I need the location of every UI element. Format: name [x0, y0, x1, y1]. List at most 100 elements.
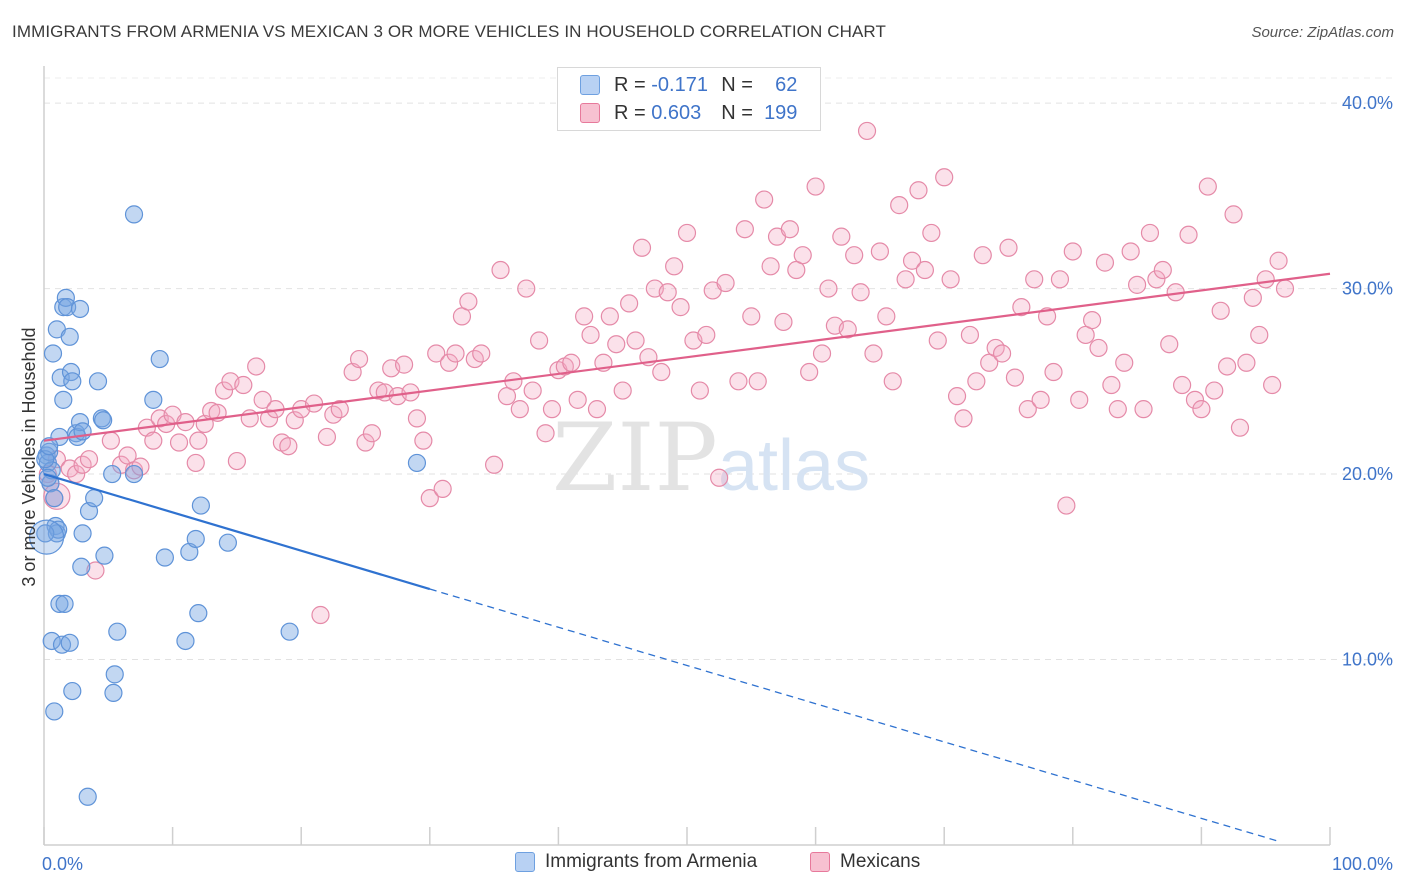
mexicans-point [247, 357, 266, 376]
mexicans-point [427, 344, 446, 363]
mexicans-point [433, 479, 452, 498]
mexicans-point [330, 400, 349, 419]
mexicans-point [941, 270, 960, 289]
mexicans-point [189, 431, 208, 450]
mexicans-point [349, 349, 369, 369]
armenia-point [105, 665, 124, 684]
bottom-legend-label: Mexicans [840, 851, 921, 872]
mexicans-point [658, 283, 677, 302]
y-axis-title: 3 or more Vehicles in Household [19, 327, 39, 586]
y-tick-label: 20.0% [1342, 464, 1393, 484]
mexicans-point [1121, 242, 1140, 261]
armenia-point [218, 533, 237, 552]
mexicans-point [992, 344, 1012, 363]
mexicans-point [568, 390, 587, 409]
mexicans-point [227, 451, 246, 471]
x-tick-label: 0.0% [42, 854, 83, 874]
watermark-zip: ZIP [552, 404, 718, 513]
mexicans-point [234, 375, 253, 395]
armenia-point [108, 622, 127, 641]
mexicans-point [491, 260, 510, 280]
mexicans-point [902, 251, 922, 270]
mexicans-point [1153, 260, 1172, 280]
armenia-point [28, 519, 65, 555]
armenia-point [55, 594, 74, 613]
mexicans-point [1237, 353, 1256, 372]
armenia-point [94, 411, 113, 430]
mexicans-point [851, 283, 870, 302]
mexicans-point [214, 381, 234, 400]
mexicans-point [761, 257, 780, 276]
mexicans-point [1205, 381, 1224, 400]
armenia-point [124, 205, 144, 224]
mexicans-point [1063, 242, 1082, 261]
armenia-trend-extension [429, 588, 1279, 842]
armenia-point [186, 529, 205, 549]
mexicans-point [1243, 288, 1262, 307]
mexicans-point [915, 260, 935, 280]
mexicans-point [311, 605, 330, 625]
mexicans-point [253, 390, 272, 409]
mexicans-point [472, 344, 491, 363]
watermark-atlas: atlas [718, 426, 870, 506]
mexicans-point [1198, 177, 1217, 196]
mexicans-point [845, 246, 864, 265]
armenia-point [63, 372, 82, 391]
mexicans-point [838, 320, 857, 339]
mexicans-point [446, 344, 465, 363]
mexicans-point [800, 362, 819, 382]
mexicans-point [896, 270, 915, 289]
mexicans-point [1012, 298, 1031, 317]
mexicans-point [1102, 375, 1121, 395]
y-tick-label: 10.0% [1342, 650, 1393, 670]
mexicans-point [742, 307, 761, 326]
mexicans-point [144, 431, 163, 450]
mexicans-point [748, 372, 767, 391]
stats-legend: R = -0.171 N = 62 R = 0.603 N = 199 [557, 67, 821, 131]
mexicans-point [607, 335, 626, 354]
mexicans-point [1070, 390, 1089, 409]
armenia-point [51, 368, 70, 387]
mexicans-point [832, 227, 851, 246]
legend-r-label: R = [614, 73, 646, 96]
mexicans-point [581, 325, 600, 345]
mexicans-point [79, 450, 99, 469]
mexicans-point [671, 298, 690, 317]
mexicans-point [999, 238, 1018, 257]
bottom-swatch-blue [515, 852, 535, 872]
mexicans-point [890, 196, 909, 215]
trend-lines [43, 272, 1331, 842]
mexicans-point [459, 292, 478, 311]
mexicans-point [1057, 496, 1076, 515]
bottom-swatch-pink [810, 852, 830, 872]
mexicans-point [967, 372, 986, 391]
chart-source: Source: ZipAtlas.com [1251, 24, 1394, 41]
mexicans-point [1230, 418, 1250, 437]
mexicans-point [1211, 301, 1230, 320]
mexicans-point [780, 220, 799, 239]
armenia-point [70, 299, 90, 319]
legend-r-label: R = [614, 101, 646, 124]
armenia-point [176, 631, 195, 651]
armenia-point [63, 681, 82, 701]
armenia-point [88, 372, 108, 391]
mexicans-point [439, 353, 459, 372]
legend-swatch-pink [580, 103, 600, 123]
mexicans-point [697, 325, 716, 345]
armenia-point [189, 604, 208, 623]
mexicans-point [304, 394, 324, 413]
mexicans-point [922, 223, 941, 243]
mexicans-point [420, 489, 439, 508]
mexicans-point [1044, 362, 1063, 382]
x-tick-label: 100.0% [1332, 854, 1393, 874]
legend-r-value: -0.171 [651, 73, 708, 96]
armenia-point [42, 631, 61, 651]
mexicans-point [1127, 275, 1147, 294]
mexicans-point [517, 279, 536, 298]
mexicans-point [935, 168, 954, 187]
armenia-point [60, 633, 79, 652]
mexicans-point [530, 331, 549, 350]
mexicans-point [755, 190, 774, 209]
armenia-point [40, 437, 59, 456]
mexicans-point [710, 468, 729, 487]
